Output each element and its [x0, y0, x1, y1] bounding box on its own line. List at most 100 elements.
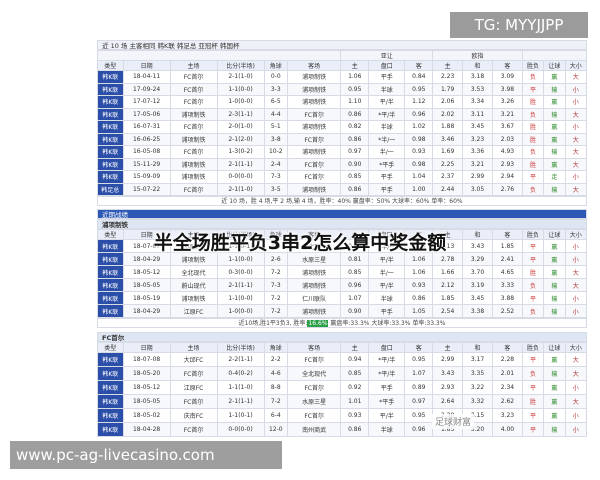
match-row: 韩K联 16-06-25 浦项制铁 2-1(2-0) 3-8 FC首尔 0.86 *半/一 0.… [97, 132, 588, 146]
cell: 韩K联 [97, 252, 124, 266]
team-bar: FC首尔 [97, 332, 587, 342]
cell: 大 [564, 182, 588, 196]
cell: 浦项制铁 [169, 170, 218, 184]
cell: 2-1(2-0) [216, 132, 265, 146]
cell: 负 [521, 70, 545, 84]
cell: 大 [564, 394, 588, 409]
cell: 7-2 [263, 291, 289, 305]
cell: 3.23 [491, 408, 523, 423]
cell: 18-04-29 [122, 304, 171, 318]
cell: 0.98 [404, 157, 434, 171]
column-label: 类型 [97, 60, 124, 71]
data-table: 亚让 欧指 类型 日期 主场 比分(半场) 角球 客场主盘口客主和客胜负 让球 大小 韩K联 18-0… [96, 50, 588, 196]
match-row: 韩K联 18-05-05 蔚山现代 2-1(1-1) 7-3 浦项制铁 0.96 平/半 0.9… [97, 278, 588, 292]
cell: 0.86 [404, 291, 434, 305]
cell: 2.76 [491, 182, 523, 196]
cell: FC首尔 [169, 394, 218, 409]
match-row: 韩K联 18-05-19 浦项制铁 1-1(0-0) 7-2 仁川联队 1.07 半球 0.86… [97, 291, 588, 305]
cell: 负 [521, 366, 545, 381]
cell: 3-5 [263, 182, 289, 196]
cell: 赢 [543, 394, 566, 409]
cell: FC首尔 [286, 157, 342, 171]
cell: 0-3(0-0) [216, 265, 265, 279]
cell: 0.95 [404, 408, 434, 423]
cell: 3.21 [462, 157, 493, 171]
column-label: 类型 [97, 342, 124, 353]
cell: 小 [564, 120, 588, 134]
cell: 4.00 [491, 422, 523, 437]
cell: 0.84 [404, 70, 434, 84]
cell: 赢 [543, 265, 566, 279]
cell: 小 [564, 252, 588, 266]
cell: 浦项制铁 [286, 265, 342, 279]
cell: 赢 [543, 95, 566, 109]
cell: 5-1 [263, 120, 289, 134]
cell: 半球 [368, 422, 406, 437]
cell: 半/一 [368, 265, 406, 279]
cell: 平 [521, 170, 545, 184]
cell: 江原FC [169, 380, 218, 395]
cell: 3.38 [462, 304, 493, 318]
cell: 大 [564, 107, 588, 121]
cell: 3.35 [462, 366, 493, 381]
cell: *平/半 [368, 107, 406, 121]
column-label: 和 [462, 60, 493, 71]
cell: *平手 [368, 157, 406, 171]
cell: 平手 [368, 182, 406, 196]
cell: 大 [564, 145, 588, 159]
cell: 平手 [368, 70, 406, 84]
cell: 3.09 [491, 70, 523, 84]
cell: 4.93 [491, 145, 523, 159]
column-label: 客 [404, 342, 434, 353]
match-row: 韩K联 18-04-29 江原FC 1-0(0-0) 7-2 浦项制铁 0.90 平手 1.05… [97, 304, 588, 318]
cell: 3.18 [462, 70, 493, 84]
cell: 0.96 [404, 422, 434, 437]
cell: 1.04 [404, 170, 434, 184]
cell: FC首尔 [286, 132, 342, 146]
cell: 赢 [543, 408, 566, 423]
cell: 1-0(0-0) [216, 304, 265, 318]
cell: FC首尔 [286, 352, 342, 367]
cell: 7-2 [263, 265, 289, 279]
cell: 大 [564, 132, 588, 146]
cell: 2-1(1-1) [216, 278, 265, 292]
column-label: 让球 [543, 60, 566, 71]
cell: 0.93 [340, 408, 370, 423]
cell: 浦项制铁 [286, 120, 342, 134]
cell: 0.93 [404, 145, 434, 159]
column-label: 主场 [169, 60, 218, 71]
cell: 3.17 [462, 352, 493, 367]
cell: 18-07-08 [122, 352, 171, 367]
summary-part: 近10场,胜1平3负3, 胜率: [238, 320, 308, 327]
cell: 赢 [543, 70, 566, 84]
cell: 负 [521, 304, 545, 318]
cell: 3.34 [462, 95, 493, 109]
cell: 3.33 [491, 278, 523, 292]
cell: 2.64 [432, 394, 464, 409]
cell: 走 [543, 170, 566, 184]
cell: 平 [521, 422, 545, 437]
cell: 2.01 [491, 366, 523, 381]
cell: 江原FC [169, 304, 218, 318]
cell: 0-4(0-2) [216, 366, 265, 381]
cell: 输 [543, 366, 566, 381]
cell: 6-5 [263, 95, 289, 109]
cell: 4-6 [263, 366, 289, 381]
cell: 浦项制铁 [169, 291, 218, 305]
cell: 2.12 [432, 278, 464, 292]
cell: 韩K联 [97, 366, 124, 381]
cell: 6-4 [263, 408, 289, 423]
cell: 2.99 [432, 352, 464, 367]
filter-bar: 近 10 场 主客相同 韩K联 韩足总 亚冠杯 韩国杯 [97, 40, 587, 50]
cell: 平 [521, 291, 545, 305]
cell: 12-0 [263, 422, 289, 437]
cell: 输 [543, 304, 566, 318]
cell: 韩足总 [97, 182, 124, 196]
cell: FC首尔 [169, 120, 218, 134]
cell: *平/半 [368, 352, 406, 367]
match-row: 韩K联 16-05-08 FC首尔 1-3(0-2) 10-2 浦项制铁 0.97 半/一 0.… [97, 145, 588, 159]
cell: 2.28 [491, 352, 523, 367]
cell: 韩K联 [97, 95, 124, 109]
cell: FC首尔 [286, 170, 342, 184]
cell: 韩K联 [97, 408, 124, 423]
